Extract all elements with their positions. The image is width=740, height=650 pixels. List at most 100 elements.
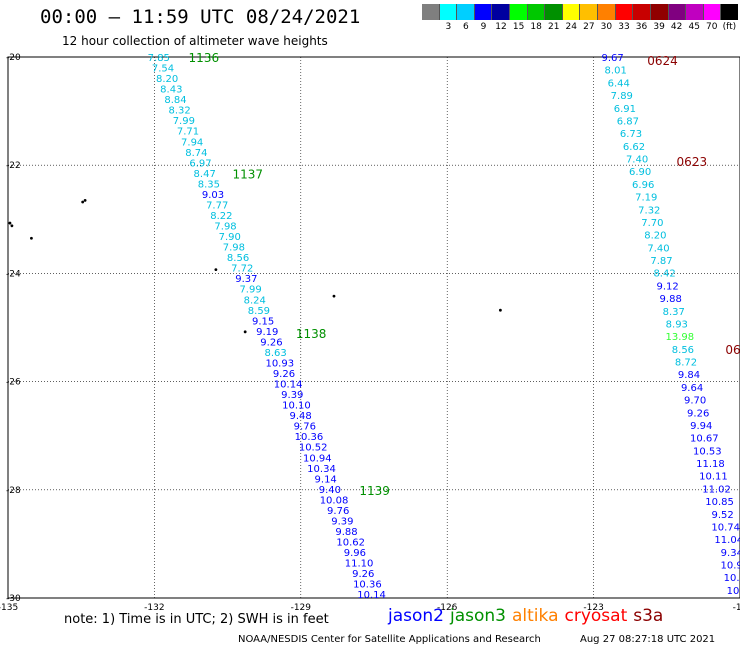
wave-height-value: 9.26 bbox=[352, 569, 374, 580]
satellite-name: jason3 bbox=[450, 606, 506, 626]
wave-height-value: 10.36 bbox=[353, 580, 382, 591]
wave-height-value: 6.97 bbox=[189, 158, 211, 169]
legend-swatch bbox=[598, 4, 616, 20]
wave-height-value: 8.42 bbox=[653, 269, 675, 280]
y-tick-label: -20 bbox=[6, 53, 21, 63]
wave-height-value: 6.91 bbox=[614, 104, 636, 115]
pass-time-label: 0623 bbox=[677, 155, 708, 169]
wave-height-value: 10.74 bbox=[711, 522, 740, 533]
wave-height-value: 9.12 bbox=[657, 281, 679, 292]
island-dot bbox=[30, 236, 33, 240]
wave-height-value: 8.84 bbox=[164, 95, 186, 106]
chart-title: 00:00 – 11:59 UTC 08/24/2021 bbox=[40, 6, 361, 28]
legend-label: 36 bbox=[635, 22, 648, 32]
satellite-name: altika bbox=[512, 606, 559, 626]
pass-time-label: 1138 bbox=[296, 327, 327, 341]
legend-swatch bbox=[615, 4, 634, 20]
wave-height-value: 7.98 bbox=[223, 243, 245, 254]
wave-height-value: 9.26 bbox=[260, 337, 282, 348]
color-scale-labels: 3 6 9 12 15 18 21 24 27 30 33 36 39 42 45 70 (ft) bbox=[422, 22, 738, 34]
wave-height-value: 11.04 bbox=[714, 535, 740, 546]
wave-height-value: 6.96 bbox=[632, 180, 654, 191]
legend-swatch bbox=[580, 4, 599, 20]
wave-height-value: 9.96 bbox=[344, 548, 366, 559]
wave-height-value: 9.94 bbox=[690, 421, 712, 432]
wave-height-value: 11.10 bbox=[345, 559, 374, 570]
y-tick-label: -28 bbox=[6, 486, 21, 496]
wave-height-value: 9.15 bbox=[252, 316, 274, 327]
pass-time-label: 0624 bbox=[647, 54, 678, 68]
wave-height-value: 7.77 bbox=[206, 200, 228, 211]
wave-height-value: 9.76 bbox=[327, 506, 349, 517]
legend-label: 24 bbox=[565, 22, 577, 32]
wave-height-value: 9.39 bbox=[331, 516, 353, 527]
wave-height-value: 9.67 bbox=[601, 53, 623, 64]
y-tick-label: -26 bbox=[6, 378, 21, 388]
wave-height-value: 10.14 bbox=[357, 590, 386, 601]
legend-swatch bbox=[457, 4, 475, 20]
wave-height-value: 7.71 bbox=[177, 127, 199, 138]
x-tick-label: -123 bbox=[583, 603, 603, 613]
wave-height-value: 10.62 bbox=[336, 538, 365, 549]
legend-swatch bbox=[650, 4, 669, 20]
wave-height-value: 7.90 bbox=[219, 232, 241, 243]
wave-height-value: 8.74 bbox=[185, 148, 207, 159]
wave-height-value: 8.43 bbox=[160, 85, 182, 96]
wave-height-value: 9.88 bbox=[335, 527, 357, 538]
footnote: note: 1) Time is in UTC; 2) SWH is in fe… bbox=[64, 612, 329, 627]
wave-height-value: 9.88 bbox=[660, 294, 682, 305]
pass-time-label: 1139 bbox=[359, 484, 390, 498]
island-dot bbox=[10, 224, 14, 228]
wave-height-value: 8.59 bbox=[248, 306, 270, 317]
wave-height-value: 7.98 bbox=[214, 222, 236, 233]
wave-height-value: 7.32 bbox=[638, 205, 660, 216]
legend-label: 15 bbox=[512, 22, 525, 32]
legend-label: 21 bbox=[547, 22, 560, 32]
wave-height-value: 8.72 bbox=[675, 358, 697, 369]
wave-height-value: 10.96 bbox=[721, 561, 740, 572]
wave-height-value: 10.36 bbox=[295, 432, 324, 443]
wave-height-value: 11.02 bbox=[702, 484, 731, 495]
wave-height-value: 7.70 bbox=[641, 218, 663, 229]
wave-height-value: 9.14 bbox=[315, 474, 337, 485]
legend-label: 12 bbox=[495, 22, 507, 32]
wave-height-value: 9.70 bbox=[684, 396, 706, 407]
legend-swatch bbox=[721, 4, 738, 20]
island-dot bbox=[8, 221, 12, 225]
legend-swatch bbox=[562, 4, 581, 20]
legend-swatch bbox=[510, 4, 528, 20]
wave-height-value: 9.26 bbox=[273, 369, 295, 380]
legend-swatch bbox=[422, 4, 440, 20]
wave-height-value: 9.64 bbox=[681, 383, 703, 394]
satellite-name: s3a bbox=[633, 606, 664, 626]
wave-height-value: 10.85 bbox=[705, 497, 734, 508]
wave-height-value: 8.56 bbox=[672, 345, 694, 356]
legend-label: 70 bbox=[706, 22, 718, 32]
island-dot bbox=[83, 198, 87, 202]
chart-subtitle: 12 hour collection of altimeter wave hei… bbox=[62, 34, 328, 48]
wave-height-value: 9.39 bbox=[281, 390, 303, 401]
wave-height-value: 11.18 bbox=[696, 459, 725, 470]
wave-height-value: 8.22 bbox=[210, 211, 232, 222]
wave-height-value: 10.53 bbox=[693, 446, 722, 457]
wave-height-value: 8.47 bbox=[194, 169, 216, 180]
island-dot bbox=[243, 330, 247, 334]
wave-height-value: 9.76 bbox=[294, 422, 316, 433]
legend-label: 27 bbox=[583, 22, 595, 32]
x-tick-label: -12 bbox=[733, 603, 740, 613]
wave-height-value: 10.67 bbox=[690, 434, 719, 445]
legend-swatch bbox=[492, 4, 511, 20]
island-dot bbox=[498, 308, 502, 312]
wave-height-value: 7.40 bbox=[626, 155, 648, 166]
wave-height-value: 6.87 bbox=[617, 116, 639, 127]
wave-height-value: 13.98 bbox=[666, 332, 695, 343]
island-dot bbox=[332, 294, 336, 298]
wave-height-value: 6.90 bbox=[629, 167, 651, 178]
wave-height-value: 7.89 bbox=[611, 91, 633, 102]
wave-height-value: 9.48 bbox=[290, 411, 312, 422]
legend-swatch bbox=[474, 4, 493, 20]
legend-swatch bbox=[703, 4, 722, 20]
generated-timestamp: Aug 27 08:27:18 UTC 2021 bbox=[580, 634, 716, 645]
color-scale-legend bbox=[422, 4, 738, 20]
